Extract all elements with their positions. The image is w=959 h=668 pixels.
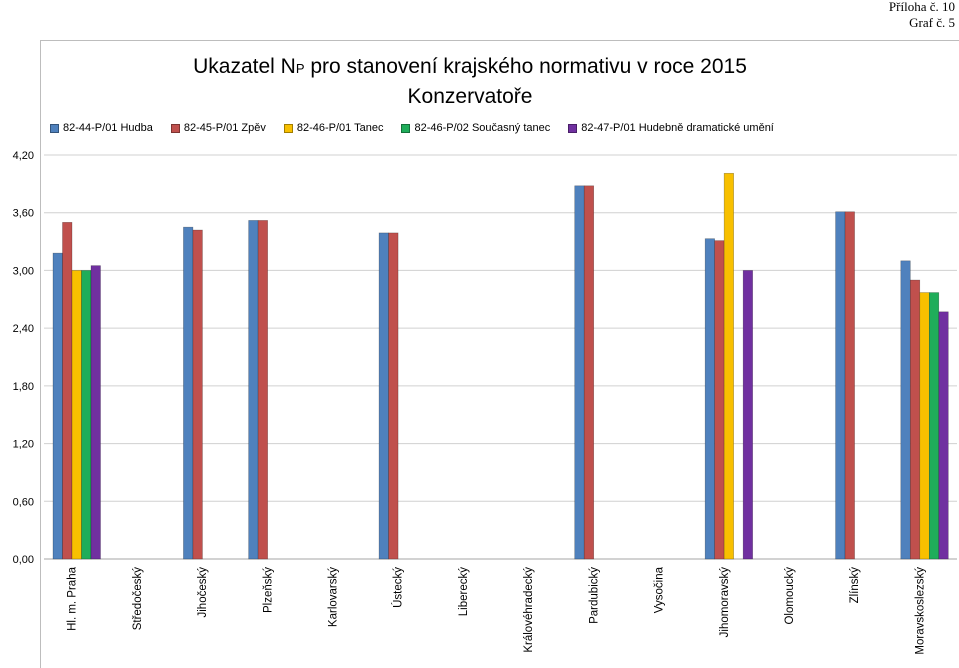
- legend-label: 82-47-P/01 Hudebně dramatické umění: [581, 122, 774, 134]
- chart-title-subscript: P: [295, 61, 305, 76]
- chart-title: Ukazatel NP pro stanovení krajského norm…: [190, 53, 750, 111]
- graph-label: Graf č. 5: [909, 15, 955, 30]
- bar: [835, 211, 846, 560]
- y-tick-label: 4,20: [13, 150, 34, 162]
- bar: [378, 232, 389, 560]
- bar: [574, 185, 585, 560]
- x-tick-label: Ústecký: [392, 567, 405, 608]
- bar: [704, 238, 715, 560]
- legend-swatch: [170, 123, 180, 133]
- legend-label: 82-45-P/01 Zpěv: [183, 122, 266, 134]
- bar: [388, 232, 399, 560]
- bar: [742, 270, 753, 560]
- legend-label: 82-46-P/02 Současný tanec: [414, 122, 551, 134]
- y-tick-label: 3,60: [13, 208, 34, 220]
- y-tick-label: 1,80: [13, 381, 34, 393]
- x-tick-label: Karlovarský: [327, 567, 339, 627]
- x-tick-label: Olomoucký: [784, 567, 796, 625]
- bar: [192, 229, 203, 560]
- x-tick-label: Královéhradecký: [523, 567, 535, 653]
- x-tick-label: Liberecký: [458, 567, 470, 616]
- legend-swatch: [568, 123, 578, 133]
- legend-item: 82-46-P/01 Tanec: [283, 122, 384, 134]
- x-tick-label: Jihočeský: [197, 567, 209, 618]
- bar: [183, 226, 194, 560]
- legend-label: 82-46-P/01 Tanec: [296, 122, 384, 134]
- y-tick-label: 0,60: [13, 496, 34, 508]
- bar: [257, 220, 268, 560]
- bar: [81, 270, 92, 560]
- y-tick-label: 3,00: [13, 265, 34, 277]
- x-tick-label: Jihomoravský: [719, 567, 731, 638]
- bar: [938, 311, 949, 560]
- bar: [248, 220, 259, 560]
- bar: [62, 222, 73, 560]
- bar: [583, 185, 595, 560]
- legend-item: 82-46-P/02 Současný tanec: [401, 122, 550, 134]
- y-tick-label: 2,40: [13, 323, 34, 335]
- y-tick-label: 1,20: [13, 439, 34, 451]
- bar: [844, 211, 855, 560]
- x-tick-label: Zlínský: [849, 567, 861, 604]
- chart-frame: [40, 40, 959, 668]
- legend-item: 82-45-P/01 Zpěv: [170, 122, 266, 134]
- bar: [723, 172, 734, 560]
- x-tick-label: Moravskoslezský: [914, 567, 926, 655]
- bar: [919, 292, 930, 560]
- bar: [52, 252, 63, 560]
- bar: [909, 279, 921, 560]
- x-tick-label: Plzeňský: [262, 567, 274, 613]
- chart-legend: 82-44-P/01 Hudba 82-45-P/01 Zpěv 82-46-P/0…: [50, 122, 792, 138]
- annex-label: Příloha č. 10: [888, 0, 955, 14]
- legend-swatch: [50, 123, 59, 133]
- bar: [714, 240, 725, 560]
- x-tick-label: Hl. m. Praha: [67, 566, 79, 631]
- x-tick-label: Středočeský: [132, 567, 144, 631]
- x-tick-label: Vysočina: [654, 566, 666, 613]
- chart-title-line: Ukazatel NP pro stanovení krajského norm…: [193, 55, 747, 78]
- bar: [71, 270, 82, 560]
- bar: [90, 265, 101, 560]
- legend-swatch: [283, 123, 293, 133]
- legend-item: 82-47-P/01 Hudebně dramatické umění: [568, 122, 774, 134]
- bar: [928, 292, 940, 560]
- chart-subtitle: Konzervatoře: [407, 85, 533, 108]
- y-tick-label: 0,00: [13, 554, 34, 566]
- legend-swatch: [401, 123, 411, 133]
- legend-label: 82-44-P/01 Hudba: [63, 122, 153, 134]
- bar: [900, 260, 911, 560]
- x-tick-label: Pardubický: [588, 567, 600, 624]
- legend-item: 82-44-P/01 Hudba: [50, 122, 153, 134]
